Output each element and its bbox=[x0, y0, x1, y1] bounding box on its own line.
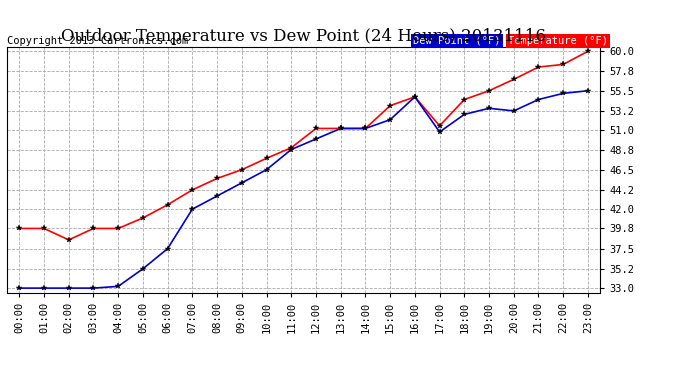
Text: Temperature (°F): Temperature (°F) bbox=[509, 36, 609, 46]
Text: Dew Point (°F): Dew Point (°F) bbox=[413, 36, 501, 46]
Text: Copyright 2013 Cartronics.com: Copyright 2013 Cartronics.com bbox=[7, 36, 188, 46]
Title: Outdoor Temperature vs Dew Point (24 Hours) 20131116: Outdoor Temperature vs Dew Point (24 Hou… bbox=[61, 28, 546, 45]
